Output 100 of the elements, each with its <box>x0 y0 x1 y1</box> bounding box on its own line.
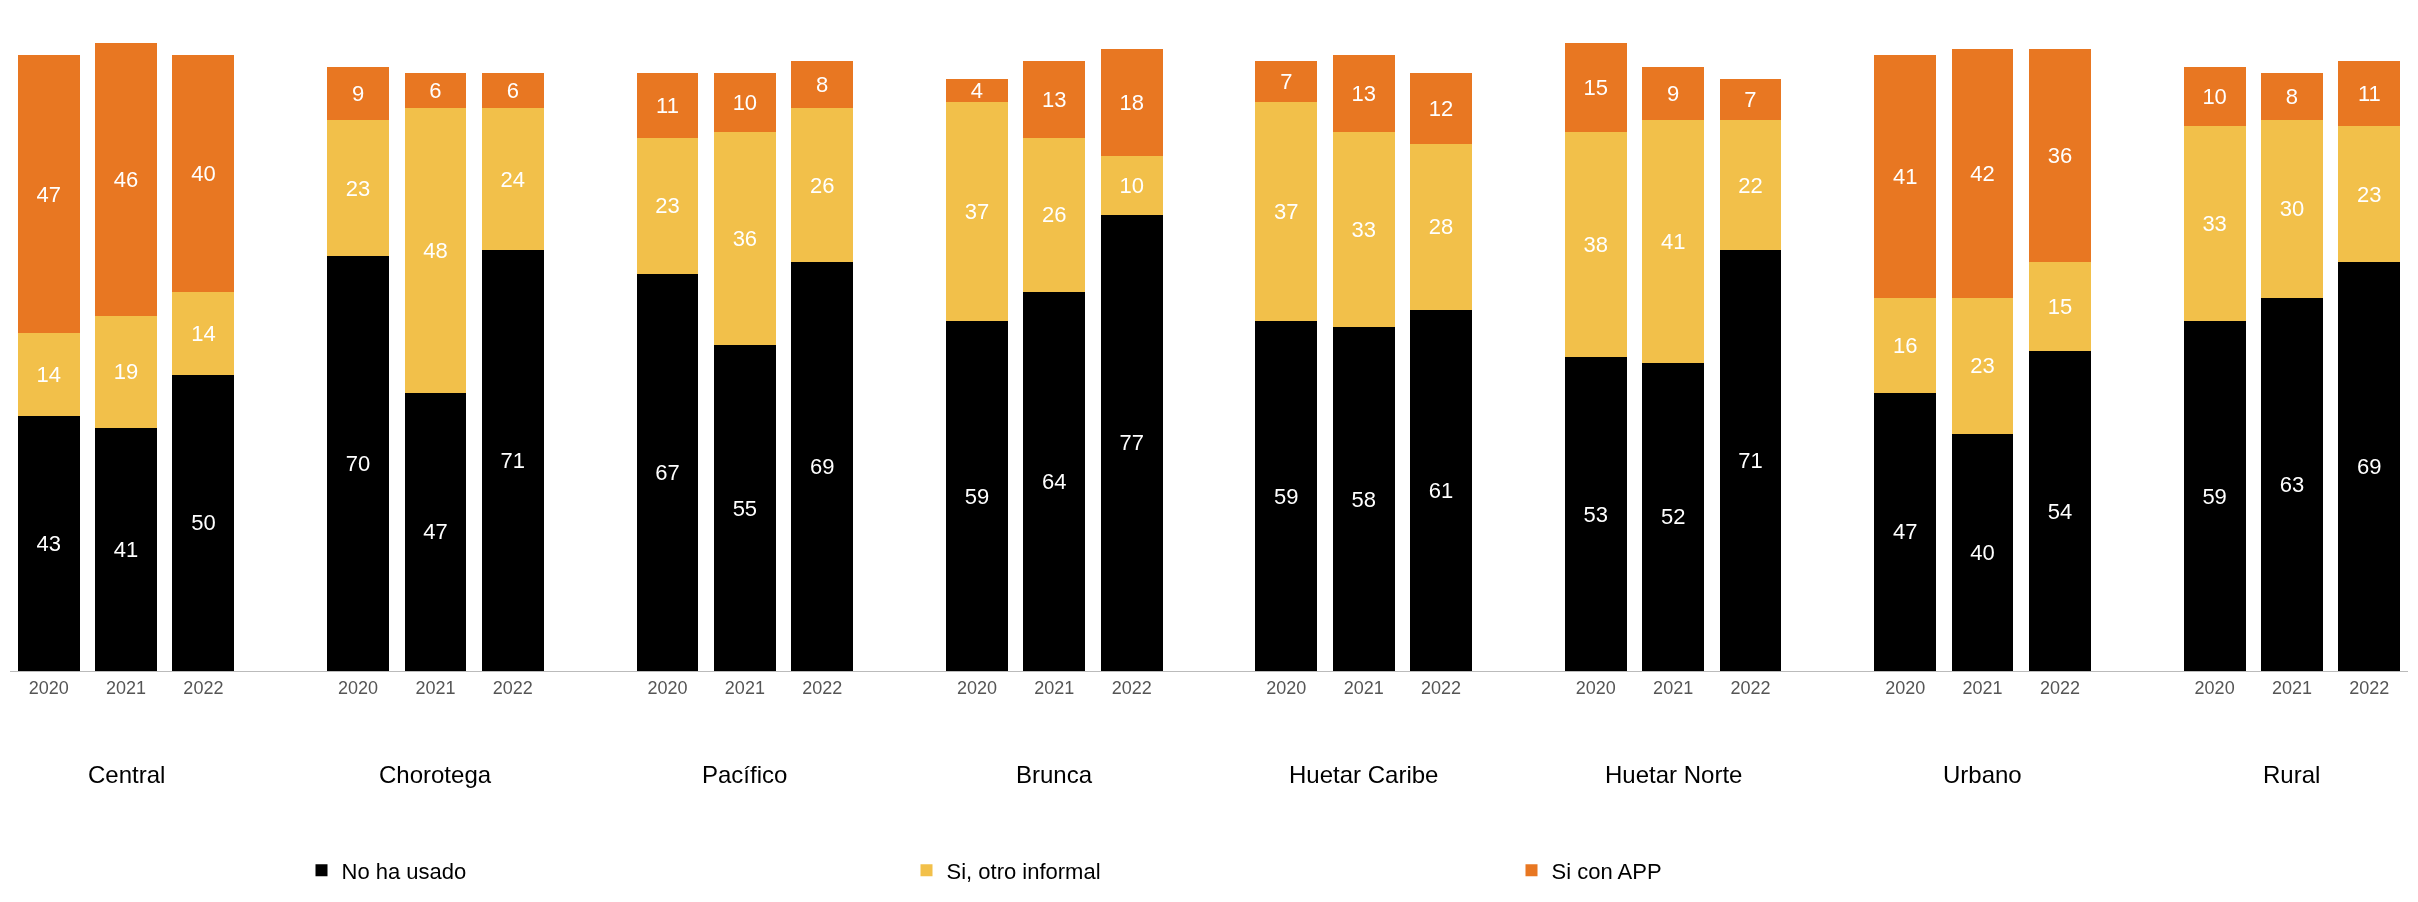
data-label: 23 <box>2357 181 2382 207</box>
legend-label: Si, otro informal <box>946 858 1101 884</box>
data-label: 18 <box>1119 89 1144 115</box>
data-label: 8 <box>2285 83 2299 109</box>
x-tick-label: 2021 <box>415 677 456 698</box>
data-label: 42 <box>1970 160 1995 186</box>
x-tick-label: 2020 <box>28 677 69 698</box>
data-label: 10 <box>1119 172 1144 198</box>
x-tick-label: 2020 <box>2194 677 2235 698</box>
data-label: 40 <box>191 160 216 186</box>
data-label: 59 <box>1274 483 1299 509</box>
x-tick-label: 2020 <box>338 677 379 698</box>
data-label: 22 <box>1738 172 1763 198</box>
data-label: 11 <box>656 92 679 118</box>
data-label: 13 <box>1351 80 1376 106</box>
text: Central <box>88 761 166 788</box>
data-label: 37 <box>964 199 990 225</box>
data-label: 7 <box>1280 69 1293 95</box>
x-tick-label: 2022 <box>1421 677 1462 698</box>
x-tick-label: 2021 <box>1653 677 1694 698</box>
x-tick-label: 2022 <box>1111 677 1152 698</box>
x-tick-label: 2021 <box>2271 677 2312 698</box>
data-label: 67 <box>655 460 680 486</box>
data-label: 54 <box>2047 498 2073 524</box>
data-label: 23 <box>1970 353 1995 379</box>
data-label: 69 <box>809 454 835 480</box>
data-label: 23 <box>345 175 371 201</box>
data-label: 50 <box>191 510 216 536</box>
data-label: 12 <box>1428 95 1454 121</box>
data-label: 71 <box>500 448 526 474</box>
data-label: 77 <box>1119 430 1144 456</box>
data-label: 37 <box>1274 199 1299 225</box>
data-label: 10 <box>2202 83 2227 109</box>
x-tick-label: 2021 <box>1034 677 1075 698</box>
data-label: 6 <box>429 77 442 103</box>
data-label: 40 <box>1970 540 1995 566</box>
data-label: 53 <box>1583 501 1609 527</box>
data-label: 43 <box>36 531 61 557</box>
data-label: 23 <box>655 193 680 219</box>
text: Huetar Caribe <box>1289 761 1439 788</box>
data-label: 70 <box>345 451 371 477</box>
data-label: 7 <box>1744 86 1757 112</box>
data-label: 59 <box>964 483 990 509</box>
data-label: 15 <box>2047 294 2073 320</box>
data-label: 59 <box>2202 483 2227 509</box>
legend-label: No ha usado <box>341 858 467 884</box>
data-label: 6 <box>506 77 519 103</box>
legend-label: Si con APP <box>1551 858 1662 884</box>
data-label: 47 <box>1892 519 1918 545</box>
data-label: 41 <box>113 537 139 563</box>
data-label: 55 <box>732 495 758 521</box>
data-label: 36 <box>2047 143 2073 169</box>
data-label: 36 <box>732 226 758 252</box>
data-label: 19 <box>113 359 139 385</box>
data-label: 46 <box>113 166 139 192</box>
data-label: 24 <box>500 166 526 192</box>
data-label: 8 <box>816 72 829 98</box>
data-label: 33 <box>2202 211 2227 237</box>
data-label: 26 <box>1042 202 1067 228</box>
data-label: 63 <box>2279 471 2305 497</box>
data-label: 48 <box>423 237 448 263</box>
data-label: 10 <box>732 89 758 115</box>
data-label: 11 <box>2357 80 2381 106</box>
data-label: 16 <box>1892 332 1918 358</box>
data-label: 9 <box>351 80 365 106</box>
data-label: 69 <box>2357 454 2382 480</box>
data-label: 13 <box>1042 86 1067 112</box>
x-tick-label: 2022 <box>802 677 843 698</box>
data-label: 14 <box>36 362 61 388</box>
data-label: 61 <box>1428 477 1454 503</box>
x-tick-label: 2020 <box>1885 677 1926 698</box>
x-tick-label: 2022 <box>2039 677 2080 698</box>
x-tick-label: 2020 <box>1575 677 1616 698</box>
text: Huetar Norte <box>1605 761 1743 788</box>
data-label: 4 <box>970 77 984 103</box>
text: Brunca <box>1016 761 1093 788</box>
x-tick-label: 2020 <box>647 677 688 698</box>
data-label: 41 <box>1892 163 1918 189</box>
text: Chorotega <box>379 761 492 788</box>
data-label: 14 <box>191 320 216 346</box>
data-label: 15 <box>1583 74 1609 100</box>
data-label: 38 <box>1583 231 1609 257</box>
data-label: 9 <box>1667 80 1680 106</box>
data-label: 28 <box>1428 214 1454 240</box>
data-label: 71 <box>1738 448 1763 474</box>
x-tick-label: 2022 <box>183 677 224 698</box>
x-tick-label: 2022 <box>1730 677 1771 698</box>
data-label: 64 <box>1042 468 1067 494</box>
x-tick-label: 2020 <box>1266 677 1307 698</box>
x-tick-label: 2022 <box>492 677 533 698</box>
data-label: 30 <box>2279 196 2305 222</box>
x-tick-label: 2021 <box>1343 677 1384 698</box>
data-label: 26 <box>809 172 835 198</box>
data-label: 41 <box>1660 229 1686 255</box>
x-tick-label: 2021 <box>1962 677 2003 698</box>
x-tick-label: 2020 <box>956 677 997 698</box>
x-tick-label: 2021 <box>724 677 765 698</box>
data-label: 47 <box>36 181 61 207</box>
text: Pacífico <box>702 761 788 788</box>
data-label: 33 <box>1351 217 1376 243</box>
